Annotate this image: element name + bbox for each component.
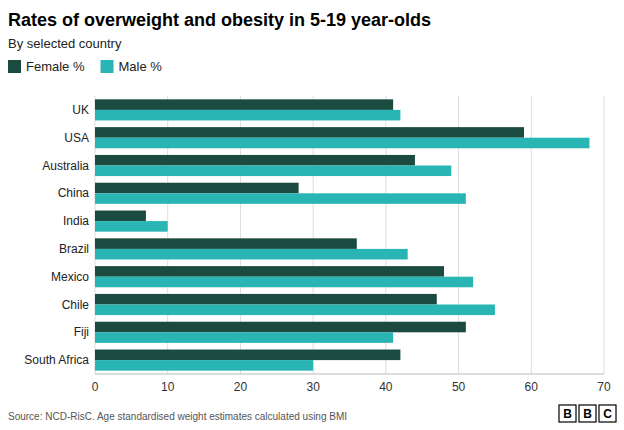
background — [0, 0, 624, 430]
y-tick-label: Australia — [42, 159, 89, 173]
bar — [95, 211, 146, 222]
bar — [95, 266, 444, 277]
y-tick-label: South Africa — [24, 353, 89, 367]
grid-line — [604, 96, 605, 374]
y-tick-label: Fiji — [74, 325, 89, 339]
chart-container: Rates of overweight and obesity in 5-19 … — [0, 0, 624, 430]
bar — [95, 99, 393, 110]
logo-text: BBC — [563, 407, 612, 421]
subtitle: By selected country — [8, 36, 122, 51]
bars — [95, 99, 589, 370]
bar — [95, 238, 357, 249]
x-axis-line — [95, 374, 604, 375]
legend-label: Male % — [119, 59, 163, 74]
legend-label: Female % — [26, 59, 85, 74]
bar — [95, 305, 495, 316]
y-tick-label: Chile — [62, 298, 90, 312]
x-tick-label: 50 — [452, 380, 466, 394]
legend-swatch — [8, 60, 21, 73]
bar — [95, 183, 299, 194]
x-tick-label: 10 — [161, 380, 175, 394]
legend: Female % Male % — [8, 59, 162, 74]
x-tick-label: 30 — [306, 380, 320, 394]
source: Source: NCD-RisC. Age standardised weigh… — [8, 411, 347, 422]
x-tick-label: 0 — [92, 380, 99, 394]
bar — [95, 350, 400, 361]
bar — [95, 166, 451, 177]
bar — [95, 332, 393, 343]
bar — [95, 193, 466, 204]
x-tick-label: 70 — [597, 380, 611, 394]
grid: 0 10 20 30 40 50 60 70 — [92, 96, 611, 394]
x-tick-label: 40 — [379, 380, 393, 394]
legend-swatch — [101, 60, 114, 73]
y-tick-label: Mexico — [51, 270, 89, 284]
title: Rates of overweight and obesity in 5-19 … — [8, 10, 431, 30]
bar — [95, 127, 524, 138]
bar — [95, 360, 313, 371]
bar — [95, 294, 437, 305]
bar — [95, 110, 400, 121]
logo: BBC — [559, 405, 616, 422]
y-tick-label: China — [58, 186, 90, 200]
y-tick-label: UK — [72, 103, 89, 117]
bar — [95, 138, 589, 149]
x-tick-label: 60 — [525, 380, 539, 394]
bar — [95, 277, 473, 288]
x-tick-label: 20 — [234, 380, 248, 394]
bar — [95, 155, 415, 166]
y-tick-label: Brazil — [59, 242, 89, 256]
y-tick-labels: UK USA Australia China India Brazil Mexico Chil… — [24, 103, 89, 367]
chart-svg: Rates of overweight and obesity in 5-19 … — [0, 0, 624, 430]
bar — [95, 249, 408, 260]
bar — [95, 322, 466, 333]
y-tick-label: USA — [64, 131, 89, 145]
y-tick-label: India — [63, 214, 89, 228]
bar — [95, 221, 168, 232]
